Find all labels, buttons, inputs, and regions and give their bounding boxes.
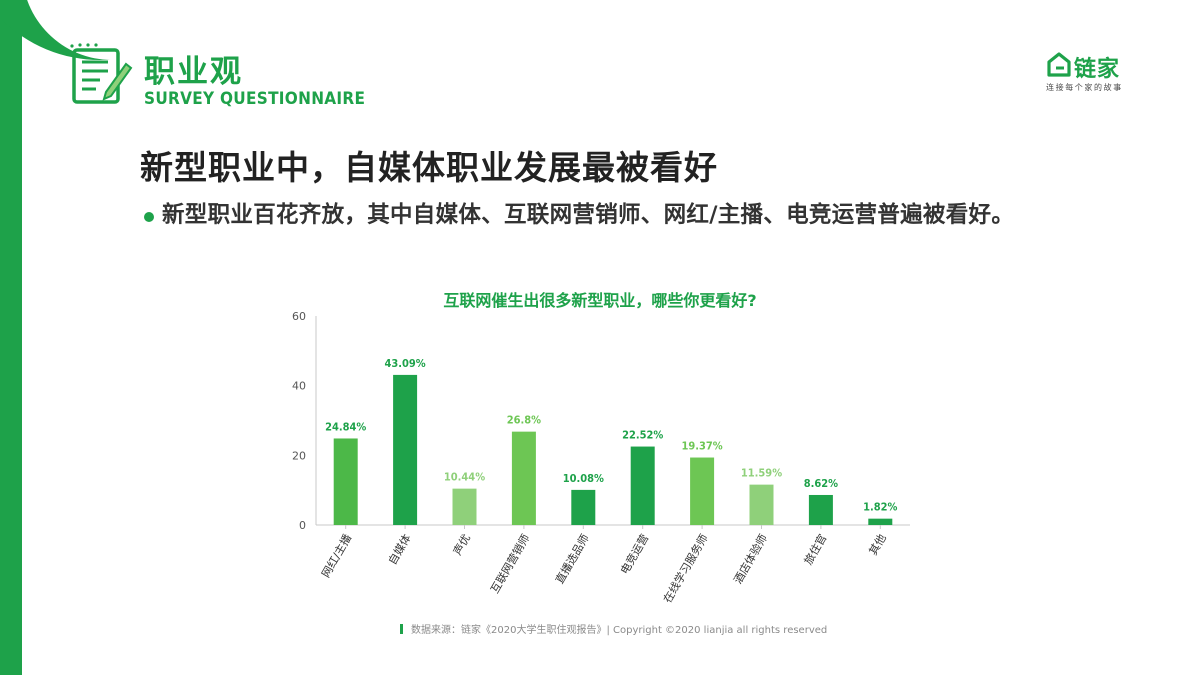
bar	[808, 494, 833, 525]
x-tick-label: 声优	[450, 532, 473, 558]
bar	[393, 374, 418, 525]
left-accent-band	[0, 0, 22, 675]
data-label: 43.09%	[384, 357, 425, 370]
data-label: 10.08%	[563, 472, 604, 485]
source-footer: 数据来源：链家《2020大学生职住观报告》| Copyright ©2020 l…	[400, 621, 827, 636]
brand-name: 链家	[1074, 57, 1121, 82]
data-label: 19.37%	[681, 440, 722, 453]
section-title: 职业观	[144, 54, 243, 90]
bar	[868, 518, 893, 525]
y-tick-label: 40	[292, 380, 306, 393]
x-tick-label: 在线学习服务师	[660, 532, 711, 606]
brand-slogan: 连接每个家的故事	[1046, 83, 1123, 92]
data-label: 8.62%	[804, 477, 838, 490]
data-label: 11.59%	[741, 467, 782, 480]
bar	[452, 488, 477, 525]
bar	[690, 457, 715, 525]
x-tick-label: 网红/主播	[318, 532, 354, 580]
y-tick-label: 0	[299, 519, 306, 532]
footer-mark	[400, 624, 403, 634]
brand-logo: 链家 连接每个家的故事	[1046, 51, 1146, 97]
house-logo-icon	[1047, 52, 1071, 77]
bar	[630, 446, 655, 525]
data-label: 22.52%	[622, 429, 663, 442]
bar-chart: 0 20 40 60 24.84% 网红/主播 43.09% 自媒体 10.44% 声优 26.8%…	[292, 310, 910, 606]
bar	[749, 484, 774, 525]
data-label: 1.82%	[863, 501, 897, 514]
y-tick-label: 20	[292, 449, 306, 462]
chart-title: 互联网催生出很多新型职业，哪些你更看好?	[443, 291, 757, 310]
y-tick-label: 60	[292, 310, 306, 323]
data-label: 26.8%	[507, 414, 541, 427]
corner-accent-arc	[0, 0, 110, 60]
section-subtitle: SURVEY QUESTIONNAIRE	[144, 89, 366, 109]
page-title: 新型职业中，自媒体职业发展最被看好	[140, 148, 718, 187]
x-tick-label: 酒店体验师	[730, 532, 770, 587]
data-label: 24.84%	[325, 420, 366, 433]
bullet-text: 新型职业百花齐放，其中自媒体、互联网营销师、网红/主播、电竞运营普遍被看好。	[162, 202, 1015, 228]
bullet-dot	[144, 212, 154, 222]
x-tick-label: 直播选品师	[552, 532, 592, 587]
bar	[333, 438, 358, 525]
x-tick-label: 其他	[867, 532, 889, 558]
x-tick-label: 互联网营销师	[487, 532, 532, 596]
survey-clipboard-icon	[70, 43, 133, 104]
x-tick-label: 电竞运营	[617, 532, 651, 577]
bar	[511, 431, 536, 525]
x-tick-label: 自媒体	[385, 532, 414, 568]
bar	[571, 489, 596, 525]
x-tick-label: 旅住官	[801, 532, 830, 568]
footer-text: 数据来源：链家《2020大学生职住观报告》| Copyright ©2020 l…	[411, 625, 828, 636]
data-label: 10.44%	[444, 471, 485, 484]
